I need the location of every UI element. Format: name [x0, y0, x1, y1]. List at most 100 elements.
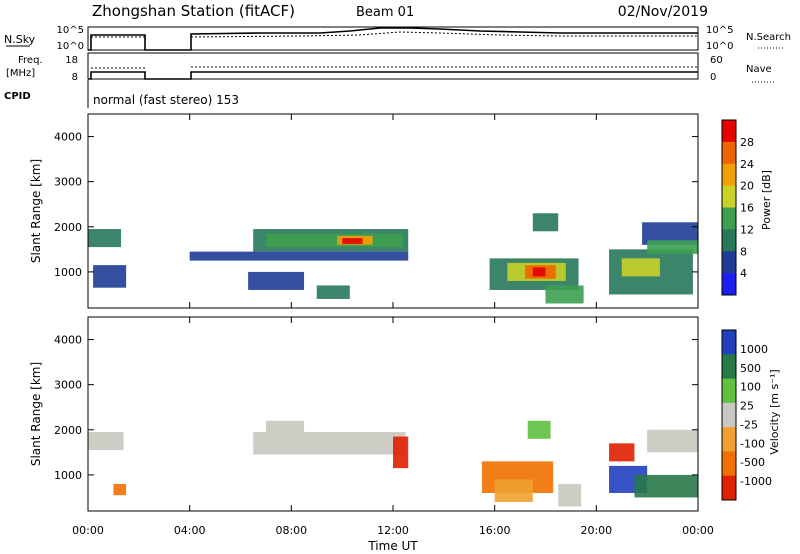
- nave-tick-bottom: 0: [710, 72, 716, 83]
- colorbar-tick-label: 25: [740, 400, 754, 413]
- beam-title: Beam 01: [356, 5, 414, 20]
- y-tick-label: 1000: [54, 266, 82, 279]
- nsky-strip-frame: [87, 26, 699, 51]
- power-ylabel: Slant Range [km]: [29, 159, 43, 263]
- x-tick-label: 00:00: [682, 524, 714, 537]
- y-tick-label: 2000: [54, 221, 82, 234]
- colorbar-tick-label: -1000: [740, 475, 772, 488]
- nsky-trace: [88, 27, 698, 51]
- velocity-cell: [88, 432, 124, 451]
- colorbar-swatch: [722, 427, 736, 452]
- colorbar-swatch: [722, 354, 736, 380]
- station-title: Zhongshan Station (fitACF): [92, 2, 295, 20]
- y-tick-label: 1000: [54, 469, 82, 482]
- colorbar-swatch: [722, 120, 736, 143]
- power-cell: [93, 265, 127, 288]
- colorbar-tick-label: 1000: [740, 343, 768, 356]
- nsearch-label: N.Search: [746, 32, 791, 43]
- nsearch-tick-top: 10^5: [706, 25, 733, 36]
- y-tick-label: 3000: [54, 176, 82, 189]
- colorbar-swatch: [722, 163, 736, 187]
- x-tick-label: 00:00: [72, 524, 104, 537]
- velocity-cell: [265, 420, 305, 433]
- power-cell: [532, 213, 559, 232]
- colorbar-tick-label: -500: [740, 456, 765, 469]
- velocity-panel-frame: [87, 316, 699, 512]
- power-colorbar: 4 8 12 16 20 24 28: [721, 119, 754, 296]
- colorbar-swatch: [722, 475, 736, 501]
- x-tick-label: 20:00: [580, 524, 612, 537]
- x-tick-label: 12:00: [377, 524, 409, 537]
- x-tick-label: 08:00: [275, 524, 307, 537]
- colorbar-swatch: [722, 330, 736, 355]
- colorbar-tick-label: 16: [740, 202, 754, 215]
- freq-strip-frame: [87, 52, 699, 80]
- velocity-cell: [634, 474, 698, 498]
- x-tick-label: 04:00: [174, 524, 206, 537]
- velocity-cell: [647, 429, 698, 453]
- nsearch-tick-bottom: 10^0: [706, 41, 733, 52]
- velocity-ylabel: Slant Range [km]: [29, 362, 43, 466]
- velocity-cell: [253, 432, 406, 455]
- power-cell: [545, 285, 584, 304]
- colorbar-tick-label: 20: [740, 180, 754, 193]
- velocity-cell: [494, 479, 533, 502]
- freq-unit-label: [MHz]: [6, 68, 35, 79]
- nave-trace: [91, 66, 698, 69]
- colorbar-tick-label: 8: [740, 245, 747, 258]
- colorbar-frame: [721, 119, 737, 296]
- velocity-cell: [113, 483, 127, 496]
- y-tick-label: 3000: [54, 379, 82, 392]
- colorbar-tick-label: 4: [740, 267, 747, 280]
- velocity-cell: [527, 420, 551, 439]
- power-cell: [621, 258, 660, 277]
- y-tick-label: 4000: [54, 131, 82, 144]
- velocity-cell: [609, 443, 635, 462]
- cpid-label: CPID: [4, 91, 31, 102]
- freq-tick-bottom: 8: [72, 72, 78, 83]
- power-cell: [189, 251, 409, 261]
- power-cell: [342, 238, 363, 244]
- power-cell: [532, 267, 546, 277]
- time-x-axis: 00:00 04:00 08:00 12:00 16:00 20:00 00:00: [72, 114, 714, 537]
- nsky-tick-top: 10^5: [57, 25, 84, 36]
- colorbar-tick-label: 500: [740, 362, 761, 375]
- colorbar-tick-label: 24: [740, 158, 754, 171]
- nsearch-trace: [91, 31, 698, 38]
- nave-label: Nave: [746, 64, 772, 75]
- velocity-cell: [558, 483, 582, 507]
- power-cell: [265, 233, 404, 248]
- colorbar-swatch: [722, 185, 736, 208]
- colorbar-tick-label: 28: [740, 136, 754, 149]
- nsky-tick-bottom: 10^0: [57, 41, 84, 52]
- colorbar-swatch: [722, 273, 736, 296]
- power-cell: [88, 229, 122, 248]
- colorbar-swatch: [722, 207, 736, 230]
- colorbar-tick-label: -25: [740, 418, 758, 431]
- velocity-cell: [393, 436, 409, 469]
- power-cell: [642, 222, 698, 245]
- colorbar-tick-label: 12: [740, 223, 754, 236]
- colorbar-swatch: [722, 451, 736, 477]
- cpid-value: normal (fast stereo) 153: [93, 93, 239, 107]
- y-tick-label: 4000: [54, 334, 82, 347]
- colorbar-tick-label: 100: [740, 381, 761, 394]
- colorbar-swatch: [722, 229, 736, 252]
- colorbar-swatch: [722, 251, 736, 274]
- x-tick-label: 16:00: [479, 524, 511, 537]
- colorbar-frame: [721, 329, 737, 501]
- freq-tick-top: 18: [65, 55, 78, 66]
- power-y-axis: 1000 2000 3000 4000: [54, 131, 698, 279]
- time-xlabel: Time UT: [367, 539, 418, 553]
- power-cell: [647, 240, 698, 254]
- power-cell: [316, 285, 350, 299]
- power-panel-frame: [87, 113, 699, 309]
- velocity-heatmap-cells: [88, 420, 698, 507]
- power-heatmap-cells: [88, 213, 698, 304]
- velocity-colorbar-label: Velocity [m s⁻¹]: [768, 369, 781, 454]
- date-title: 02/Nov/2019: [618, 4, 708, 20]
- power-cell: [248, 271, 305, 290]
- colorbar-tick-label: -100: [740, 437, 765, 450]
- velocity-colorbar: 1000 500 100 25 -25 -100 -500 -1000: [721, 329, 772, 501]
